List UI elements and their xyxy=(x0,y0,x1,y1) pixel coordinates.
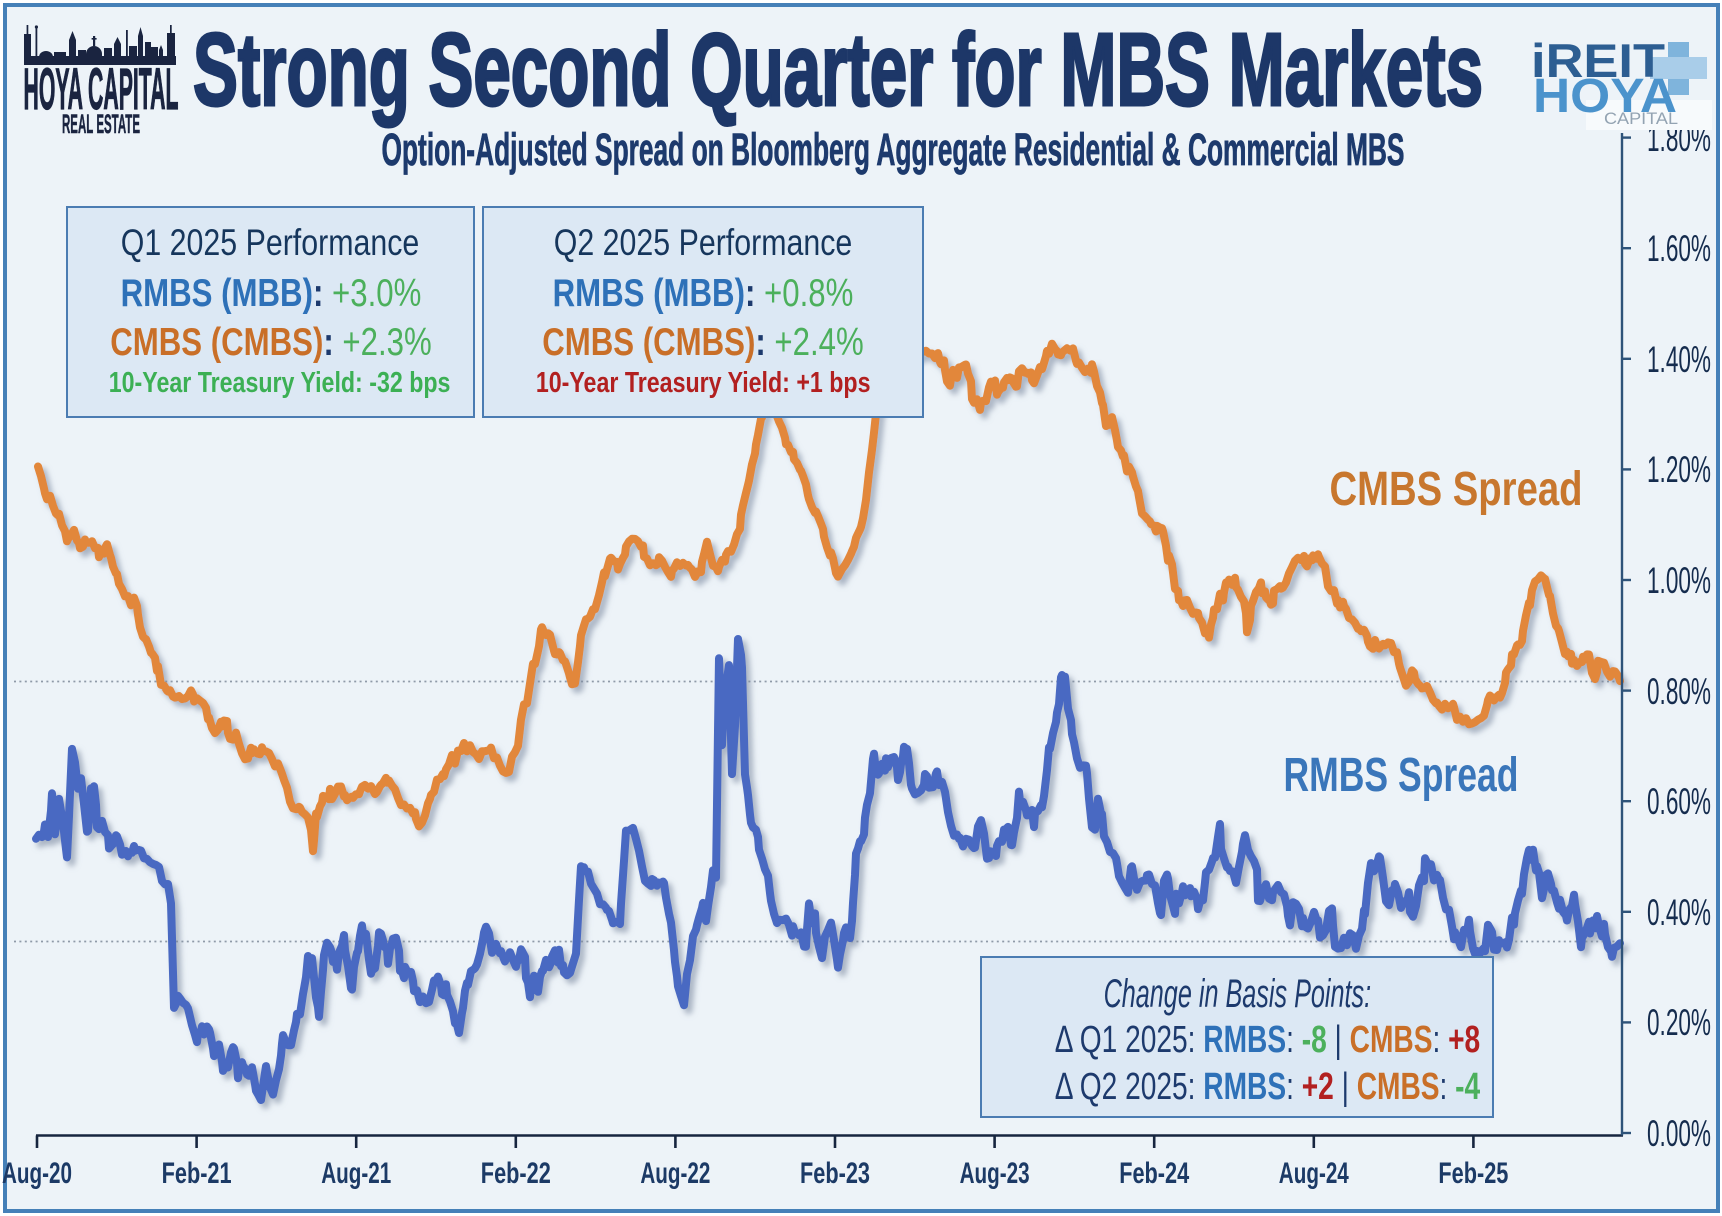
svg-text:Feb-24: Feb-24 xyxy=(1119,1157,1189,1190)
svg-text:HOYA: HOYA xyxy=(1533,70,1677,123)
svg-text:0.80%: 0.80% xyxy=(1647,671,1711,712)
svg-text:CAPITAL: CAPITAL xyxy=(1604,109,1678,128)
svg-text:1.20%: 1.20% xyxy=(1647,449,1711,490)
svg-text:Feb-23: Feb-23 xyxy=(800,1157,870,1190)
svg-text:1.00%: 1.00% xyxy=(1647,560,1711,601)
svg-text:Feb-21: Feb-21 xyxy=(162,1157,232,1190)
svg-text:HOYA CAPITAL: HOYA CAPITAL xyxy=(24,57,179,122)
svg-text:0.00%: 0.00% xyxy=(1647,1113,1711,1154)
svg-text:Aug-21: Aug-21 xyxy=(321,1157,391,1190)
svg-text:iREIT: iREIT xyxy=(1531,34,1665,87)
svg-text:1.60%: 1.60% xyxy=(1647,228,1711,269)
svg-text:Aug-23: Aug-23 xyxy=(960,1157,1030,1190)
svg-text:Aug-20: Aug-20 xyxy=(2,1157,72,1190)
svg-text:Feb-22: Feb-22 xyxy=(481,1157,551,1190)
svg-text:Aug-22: Aug-22 xyxy=(640,1157,710,1190)
svg-text:0.20%: 0.20% xyxy=(1647,1002,1711,1043)
svg-text:Strong Second Quarter for MBS: Strong Second Quarter for MBS Markets xyxy=(193,12,1483,127)
svg-text:RMBS Spread: RMBS Spread xyxy=(1284,749,1519,802)
svg-text:CMBS Spread: CMBS Spread xyxy=(1330,463,1583,516)
svg-text:1.80%: 1.80% xyxy=(1647,118,1711,159)
svg-text:Option-Adjusted Spread on Bloo: Option-Adjusted Spread on Bloomberg Aggr… xyxy=(382,124,1405,175)
svg-text:Feb-25: Feb-25 xyxy=(1438,1157,1508,1190)
svg-text:Aug-24: Aug-24 xyxy=(1279,1157,1349,1190)
svg-text:REAL ESTATE: REAL ESTATE xyxy=(62,109,140,139)
svg-text:0.60%: 0.60% xyxy=(1647,781,1711,822)
svg-text:1.40%: 1.40% xyxy=(1647,339,1711,380)
svg-text:0.40%: 0.40% xyxy=(1647,892,1711,933)
